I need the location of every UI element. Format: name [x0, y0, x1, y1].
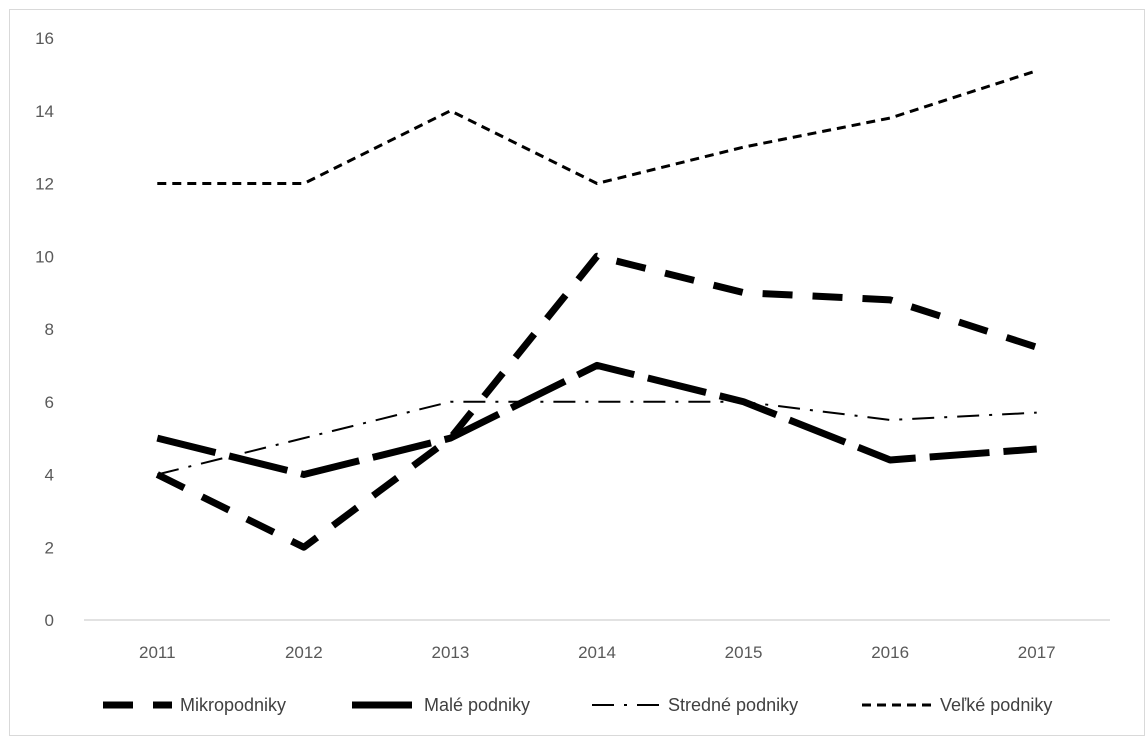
x-tick-label-2014: 2014	[578, 643, 616, 662]
x-tick-label-2017: 2017	[1018, 643, 1056, 662]
legend-label-malé-podniky: Malé podniky	[424, 695, 530, 715]
series-lines	[155, 69, 1038, 551]
y-tick-label-16: 16	[35, 29, 54, 48]
x-tick-label-2016: 2016	[871, 643, 909, 662]
legend-item-stredné-podniky: Stredné podniky	[592, 695, 798, 715]
y-tick-label-2: 2	[45, 538, 54, 557]
legend-item-malé-podniky: Malé podniky	[352, 695, 530, 715]
y-tick-label-12: 12	[35, 175, 54, 194]
x-tick-label-2015: 2015	[725, 643, 763, 662]
legend-label-stredné-podniky: Stredné podniky	[668, 695, 798, 715]
y-tick-label-10: 10	[35, 247, 54, 266]
legend-item-mikropodniky: Mikropodniky	[103, 695, 286, 715]
series-line-stredné-podniky	[157, 400, 1037, 476]
legend-label-veľké-podniky: Veľké podniky	[940, 695, 1052, 715]
y-tick-label-14: 14	[35, 102, 54, 121]
x-tick-label-2013: 2013	[432, 643, 470, 662]
y-tick-label-6: 6	[45, 393, 54, 412]
y-tick-label-0: 0	[45, 611, 54, 630]
series-line-veľké-podniky	[157, 69, 1038, 185]
y-tick-label-8: 8	[45, 320, 54, 339]
y-tick-label-4: 4	[45, 466, 54, 485]
legend-label-mikropodniky: Mikropodniky	[180, 695, 286, 715]
x-tick-label-2011: 2011	[139, 643, 176, 662]
legend: Mikropodniky Malé podniky Stredné podniky V…	[103, 695, 1052, 715]
legend-item-veľké-podniky: Veľké podniky	[862, 695, 1052, 715]
y-axis-ticks: 0 2 4 6 8 10 12 14 16	[35, 29, 54, 630]
x-tick-label-2012: 2012	[285, 643, 323, 662]
x-axis-ticks: 2011 2012 2013 2014 2015 2016 2017	[139, 643, 1056, 662]
series-line-malé-podniky	[156, 361, 1037, 478]
series-line-mikropodniky	[155, 252, 1038, 551]
